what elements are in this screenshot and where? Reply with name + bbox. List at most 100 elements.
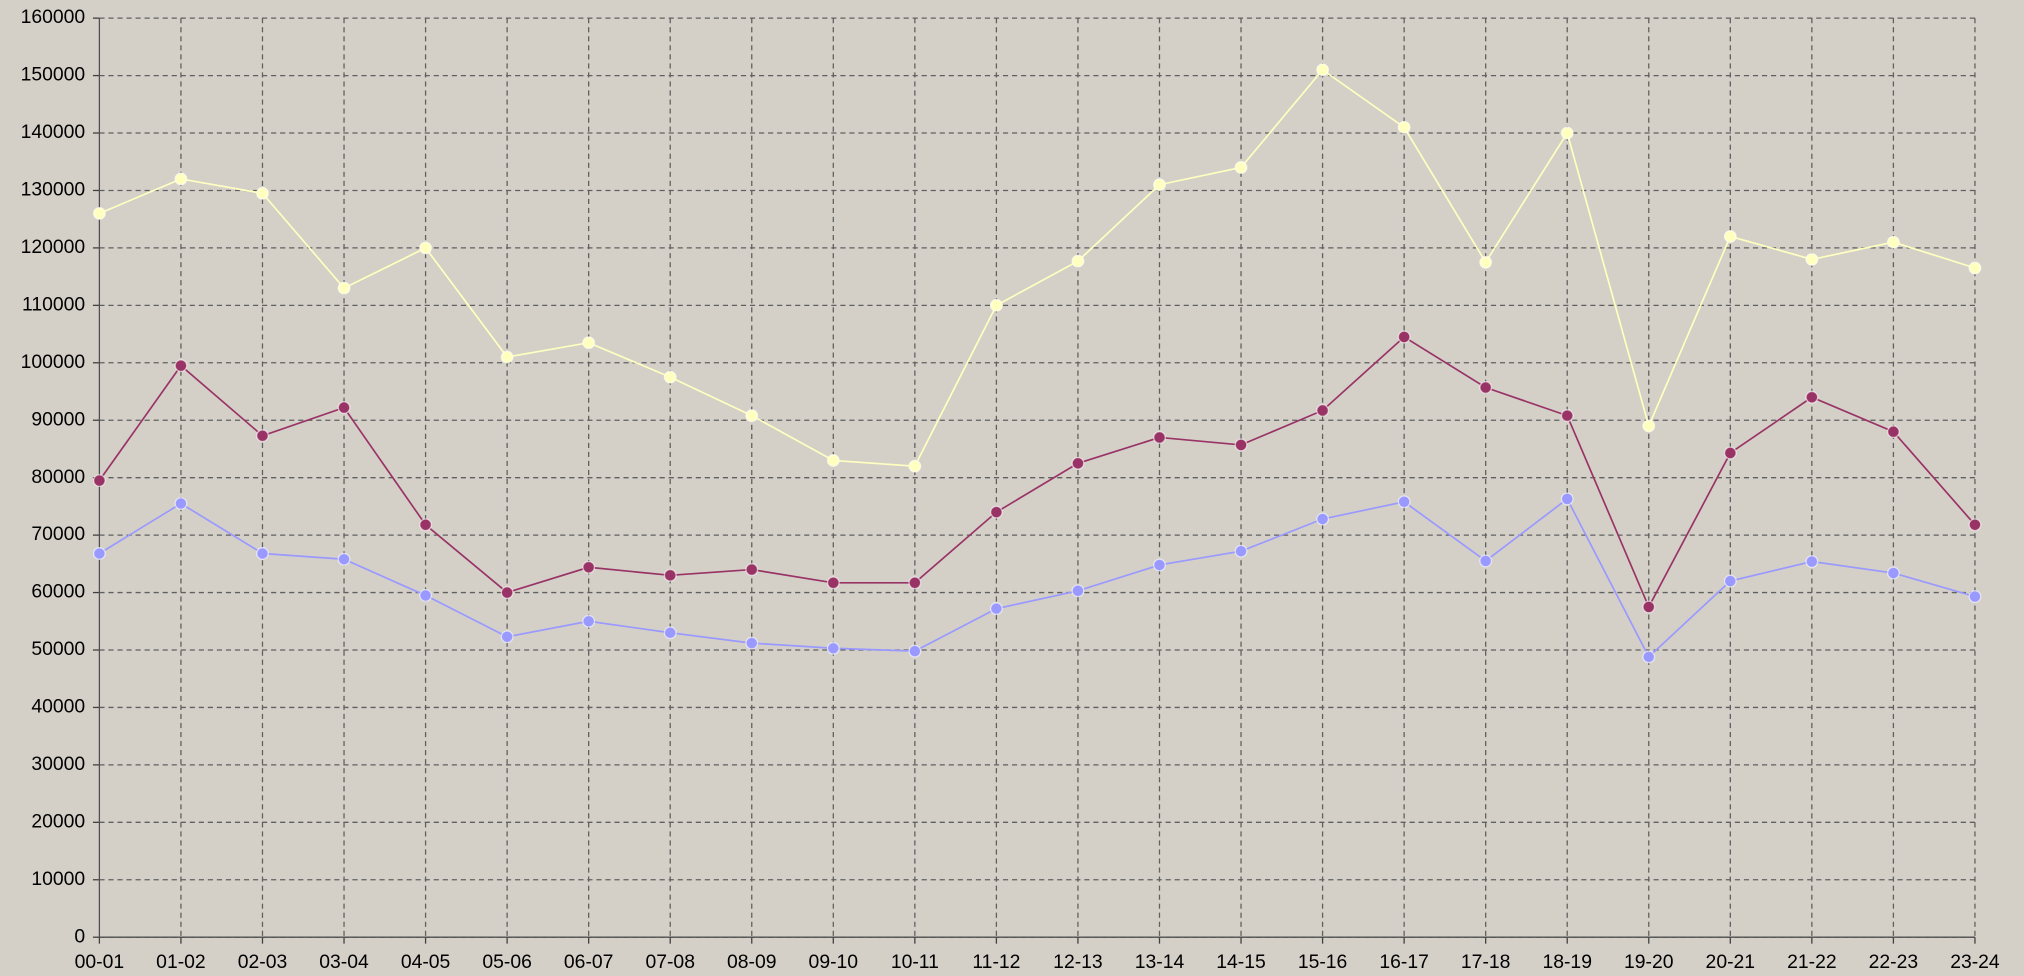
- point: [500, 350, 514, 364]
- point: [989, 298, 1003, 312]
- y-tick-label: 60000: [31, 581, 85, 603]
- x-tick-label: 01-02: [156, 951, 206, 973]
- point: [1886, 235, 1900, 249]
- point: [1316, 63, 1330, 77]
- point: [1153, 558, 1166, 572]
- series-line: [98, 335, 1976, 609]
- y-tick-label: 20000: [31, 810, 85, 832]
- point: [1886, 425, 1900, 439]
- y-tick-label: 0: [74, 925, 85, 947]
- point: [908, 459, 922, 473]
- x-tick-label: 08-09: [727, 951, 777, 973]
- point: [1316, 404, 1330, 417]
- point: [174, 172, 188, 186]
- point: [989, 505, 1003, 519]
- point: [582, 614, 596, 628]
- y-tick-label: 30000: [31, 753, 85, 775]
- x-tick-label: 07-08: [645, 951, 695, 973]
- point: [1397, 330, 1411, 344]
- y-tick-label: 70000: [31, 523, 85, 545]
- point: [1642, 600, 1656, 614]
- x-tick-label: 02-03: [238, 951, 288, 973]
- point: [500, 630, 514, 644]
- point: [1805, 252, 1819, 266]
- point: [1234, 544, 1248, 558]
- point: [908, 644, 922, 658]
- point: [1723, 229, 1737, 243]
- point: [1479, 255, 1493, 269]
- x-tick-label: 18-19: [1542, 951, 1592, 973]
- x-tick-label: 05-06: [482, 951, 532, 973]
- point: [1723, 446, 1737, 460]
- x-tick-label: 10-11: [891, 951, 939, 973]
- point: [337, 281, 351, 295]
- y-tick-label: 100000: [21, 351, 86, 373]
- point: [419, 241, 433, 255]
- x-tick-label: 20-21: [1706, 951, 1756, 973]
- point: [663, 626, 677, 640]
- x-tick-label: 16-17: [1379, 951, 1429, 973]
- point: [1968, 261, 1982, 275]
- point: [92, 547, 106, 560]
- y-tick-label: 140000: [21, 121, 86, 143]
- point: [1153, 431, 1166, 444]
- point: [1886, 566, 1900, 580]
- point: [1234, 161, 1248, 174]
- point: [826, 453, 840, 467]
- point: [337, 552, 351, 566]
- y-tick-label: 120000: [21, 236, 86, 258]
- x-tick-label: 04-05: [401, 951, 451, 973]
- point: [1723, 574, 1737, 588]
- point: [1397, 495, 1411, 509]
- y-tick-label: 130000: [21, 179, 86, 201]
- point: [582, 336, 596, 350]
- x-tick-label: 09-10: [809, 951, 859, 973]
- point: [92, 206, 106, 220]
- x-tick-label: 00-01: [75, 951, 125, 973]
- point: [1479, 381, 1493, 394]
- point: [337, 401, 351, 415]
- point: [1397, 120, 1411, 134]
- point: [1560, 126, 1574, 140]
- series-line: [99, 68, 1976, 468]
- point: [1642, 650, 1656, 664]
- point: [1968, 590, 1982, 604]
- x-tick-label: 13-14: [1135, 951, 1185, 973]
- point: [419, 518, 433, 532]
- point: [419, 588, 433, 602]
- point: [826, 576, 840, 590]
- y-tick-label: 160000: [21, 6, 86, 28]
- point: [1968, 518, 1982, 532]
- point: [1153, 178, 1166, 192]
- x-tick-label: 19-20: [1624, 951, 1674, 973]
- x-tick-label: 14-15: [1216, 951, 1266, 973]
- x-tick-label: 23-24: [1950, 951, 2000, 973]
- point: [92, 474, 106, 487]
- point: [1071, 456, 1085, 470]
- point: [1071, 584, 1085, 598]
- point: [1071, 254, 1085, 268]
- point: [908, 576, 922, 590]
- point: [500, 586, 514, 600]
- x-tick-label: 15-16: [1298, 951, 1348, 973]
- x-tick-label: 17-18: [1461, 951, 1511, 973]
- point: [745, 563, 759, 577]
- point: [663, 568, 677, 582]
- x-tick-label: 06-07: [564, 951, 614, 973]
- point: [663, 370, 677, 384]
- point: [745, 636, 759, 650]
- x-tick-label: 22-23: [1869, 951, 1919, 973]
- y-tick-label: 80000: [31, 466, 85, 488]
- point: [1316, 512, 1330, 526]
- point: [1805, 390, 1819, 404]
- point: [1560, 492, 1574, 506]
- point: [174, 497, 188, 510]
- point: [1560, 409, 1574, 423]
- point: [1805, 555, 1819, 568]
- point: [1234, 438, 1248, 452]
- point: [1642, 419, 1656, 433]
- y-tick-label: 110000: [22, 293, 85, 315]
- series-line: [98, 497, 1976, 659]
